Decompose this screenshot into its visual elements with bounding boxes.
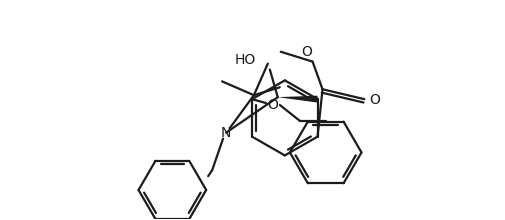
Text: HO: HO [234,53,256,67]
Polygon shape [277,96,317,103]
Text: O: O [267,98,278,112]
Text: O: O [300,45,312,59]
Text: N: N [221,126,231,140]
Text: O: O [368,93,379,107]
